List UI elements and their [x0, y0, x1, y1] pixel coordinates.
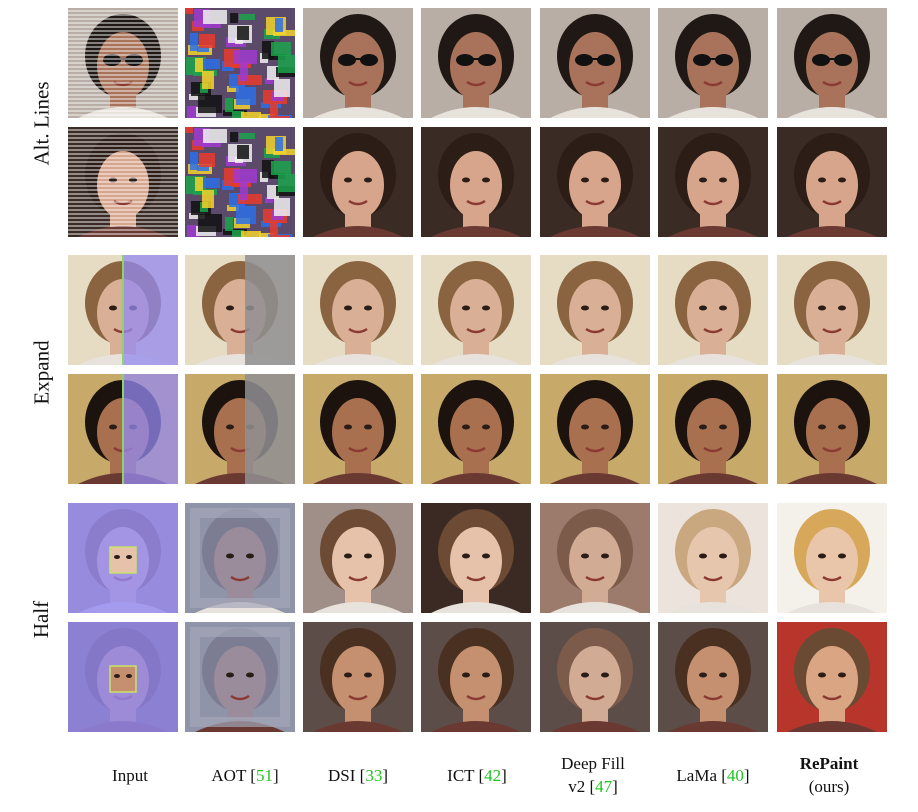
image-expand-1-deepfill	[540, 255, 650, 365]
image-half-1-input	[68, 503, 178, 613]
image-expand-2-deepfill	[540, 374, 650, 484]
image-half-2-ict	[421, 622, 531, 732]
column-label-ict: ICT [42]	[447, 766, 507, 785]
image-expand-1-repaint	[777, 255, 887, 365]
image-altlines-1-input	[68, 8, 178, 118]
image-altlines-2-ict	[421, 127, 531, 237]
column-label-repaint: RePaint (ours)	[799, 754, 859, 796]
image-half-1-aot	[185, 503, 295, 613]
image-expand-1-input	[68, 255, 178, 365]
image-altlines-1-lama	[658, 8, 768, 118]
image-altlines-1-deepfill	[540, 8, 650, 118]
image-half-2-repaint	[777, 622, 887, 732]
image-half-2-lama	[658, 622, 768, 732]
image-expand-2-dsi	[303, 374, 413, 484]
column-label-deepfill: Deep Fill v2 [47]	[561, 754, 625, 796]
column-labels: Input AOT [51] DSI [33] ICT [42] Deep Fi…	[0, 750, 918, 810]
image-altlines-2-dsi	[303, 127, 413, 237]
image-half-1-deepfill	[540, 503, 650, 613]
image-altlines-2-deepfill	[540, 127, 650, 237]
image-altlines-1-ict	[421, 8, 531, 118]
image-altlines-1-repaint	[777, 8, 887, 118]
image-expand-1-dsi	[303, 255, 413, 365]
image-altlines-2-aot	[185, 127, 295, 237]
image-half-2-aot	[185, 622, 295, 732]
image-altlines-2-lama	[658, 127, 768, 237]
image-half-1-repaint	[777, 503, 887, 613]
image-expand-2-aot	[185, 374, 295, 484]
image-half-2-input	[68, 622, 178, 732]
image-altlines-1-aot	[185, 8, 295, 118]
image-expand-2-repaint	[777, 374, 887, 484]
row-label-half: Half	[29, 600, 54, 638]
image-half-1-dsi	[303, 503, 413, 613]
image-altlines-2-repaint	[777, 127, 887, 237]
image-half-2-dsi	[303, 622, 413, 732]
image-expand-1-aot	[185, 255, 295, 365]
image-expand-2-ict	[421, 374, 531, 484]
column-label-lama: LaMa [40]	[676, 766, 750, 785]
column-label-dsi: DSI [33]	[328, 766, 388, 785]
column-label-input: Input	[112, 766, 148, 785]
image-expand-2-lama	[658, 374, 768, 484]
image-expand-2-input	[68, 374, 178, 484]
image-expand-1-lama	[658, 255, 768, 365]
column-label-aot: AOT [51]	[211, 766, 279, 785]
image-half-1-lama	[658, 503, 768, 613]
image-half-2-deepfill	[540, 622, 650, 732]
image-altlines-1-dsi	[303, 8, 413, 118]
image-expand-1-ict	[421, 255, 531, 365]
image-altlines-2-input	[68, 127, 178, 237]
row-label-expand: Expand	[29, 339, 54, 405]
image-half-1-ict	[421, 503, 531, 613]
row-label-alt-lines: Alt. Lines	[29, 81, 54, 165]
